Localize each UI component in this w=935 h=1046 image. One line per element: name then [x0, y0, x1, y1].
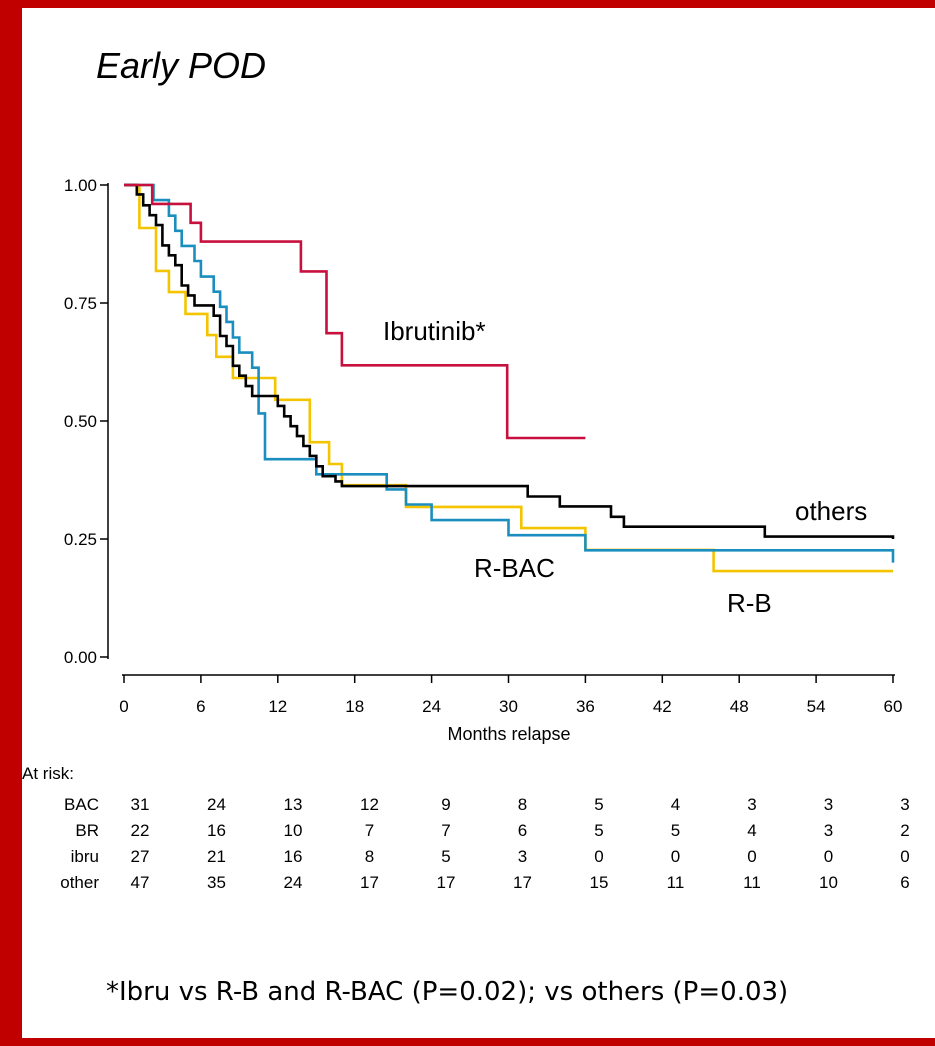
- x-tick-label: 54: [807, 697, 826, 716]
- footnote: *Ibru vs R-B and R-BAC (P=0.02); vs othe…: [106, 977, 788, 1007]
- risk-cell: 24: [207, 795, 226, 814]
- risk-cell: 0: [824, 847, 833, 866]
- risk-row-label: ibru: [71, 847, 99, 866]
- risk-cell: 31: [131, 795, 150, 814]
- y-tick-label: 0.50: [64, 412, 97, 431]
- annotation-others: others: [795, 496, 867, 526]
- risk-cell: 10: [819, 873, 838, 892]
- risk-cell: 10: [284, 821, 303, 840]
- risk-cell: 13: [284, 795, 303, 814]
- risk-cell: 3: [824, 795, 833, 814]
- y-tick-label: 1.00: [64, 176, 97, 195]
- risk-cell: 9: [441, 795, 450, 814]
- axes: 0.00 0.25 0.50 0.75 1.00 0 6 12 18 24 30 36 42 48 54 60: [64, 176, 903, 716]
- x-axis-label: Months relapse: [447, 724, 570, 744]
- curve-ibrutinib: [124, 183, 586, 440]
- risk-cell: 5: [441, 847, 450, 866]
- risk-cell: 3: [824, 821, 833, 840]
- risk-cell: 6: [900, 873, 909, 892]
- risk-cell: 35: [207, 873, 226, 892]
- x-tick-label: 0: [119, 697, 128, 716]
- risk-cell: 11: [667, 873, 685, 892]
- risk-cell: 5: [594, 795, 603, 814]
- risk-cell: 6: [518, 821, 527, 840]
- risk-row-label: other: [60, 873, 99, 892]
- risk-cell: 5: [671, 821, 680, 840]
- y-tick-label: 0.00: [64, 648, 97, 667]
- risk-cell: 17: [437, 873, 456, 892]
- risk-cell: 17: [513, 873, 532, 892]
- risk-cell: 8: [518, 795, 527, 814]
- risk-cell: 0: [900, 847, 909, 866]
- risk-cell: 24: [284, 873, 303, 892]
- annotation-ibrutinib: Ibrutinib*: [383, 316, 486, 346]
- risk-cell: 21: [207, 847, 226, 866]
- x-tick-label: 12: [268, 697, 287, 716]
- risk-cell: 0: [671, 847, 680, 866]
- risk-table: At risk: BAC 31 24 13 12 9 8 5 4 3 3 3BR 22 16 10 7 7 6 5 5…: [22, 764, 910, 892]
- risk-cell: 0: [747, 847, 756, 866]
- page-title: Early POD: [96, 45, 266, 86]
- x-tick-label: 48: [730, 697, 749, 716]
- risk-cell: 22: [131, 821, 150, 840]
- risk-cell: 8: [365, 847, 374, 866]
- y-tick-label: 0.25: [64, 530, 97, 549]
- risk-cell: 4: [671, 795, 680, 814]
- survival-curves: [124, 183, 895, 573]
- risk-cell: 16: [207, 821, 226, 840]
- risk-cell: 3: [900, 795, 909, 814]
- risk-cell: 2: [900, 821, 909, 840]
- x-tick-label: 36: [576, 697, 595, 716]
- x-tick-label: 18: [345, 697, 364, 716]
- x-tick-label: 6: [196, 697, 205, 716]
- risk-cell: 17: [360, 873, 379, 892]
- x-tick-label: 30: [499, 697, 518, 716]
- risk-row-label: BR: [75, 821, 99, 840]
- risk-cell: 11: [743, 873, 761, 892]
- annotation-r-b: R-B: [727, 588, 772, 618]
- curve-r-b: [124, 183, 893, 573]
- risk-cell: 15: [590, 873, 609, 892]
- risk-cell: 7: [365, 821, 374, 840]
- y-tick-label: 0.75: [64, 294, 97, 313]
- risk-table-header: At risk:: [22, 764, 74, 783]
- risk-cell: 3: [518, 847, 527, 866]
- x-tick-label: 42: [653, 697, 672, 716]
- risk-cell: 7: [441, 821, 450, 840]
- risk-cell: 47: [131, 873, 150, 892]
- risk-cell: 12: [360, 795, 379, 814]
- risk-cell: 16: [284, 847, 303, 866]
- curve-r-bac: [124, 183, 895, 563]
- risk-cell: 0: [594, 847, 603, 866]
- annotation-r-bac: R-BAC: [474, 553, 555, 583]
- risk-row-label: BAC: [64, 795, 99, 814]
- risk-cell: 5: [594, 821, 603, 840]
- risk-cell: 4: [747, 821, 756, 840]
- curve-others: [124, 183, 895, 539]
- x-tick-label: 24: [422, 697, 441, 716]
- x-tick-label: 60: [884, 697, 903, 716]
- risk-cell: 3: [747, 795, 756, 814]
- risk-cell: 27: [131, 847, 150, 866]
